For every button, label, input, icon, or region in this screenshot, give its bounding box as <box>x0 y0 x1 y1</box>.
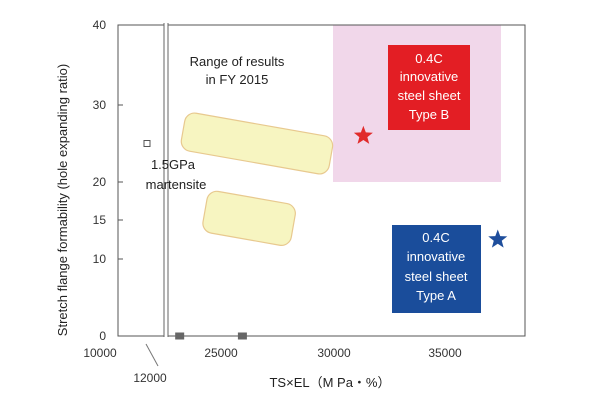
martensite-label-line-1: 1.5GPa <box>151 157 196 172</box>
y-tick-label: 10 <box>93 252 107 266</box>
type-b-label-line-1: 0.4C <box>415 51 442 66</box>
type-a-label-line-3: steel sheet <box>405 269 468 284</box>
type-a-label-line-1: 0.4C <box>422 230 449 245</box>
x-axis-title: TS×EL（M Pa・%） <box>269 375 390 390</box>
range-label-line-1: Range of results <box>190 54 285 69</box>
x-tick-label: 12000 <box>133 371 167 385</box>
y-tick-label: 30 <box>93 98 107 112</box>
data-point-1-5gpa-martensite <box>143 140 151 147</box>
y-tick-label: 20 <box>93 175 107 189</box>
x-tick-label: 30000 <box>317 346 351 360</box>
data-point-0-4c-innovative-steel-sheet-type-a <box>488 229 508 248</box>
x-tick-label: 25000 <box>204 346 238 360</box>
y-axis-title: Stretch flange formability (hole expandi… <box>55 64 70 336</box>
type-b-label-line-3: steel sheet <box>398 88 461 103</box>
result-range-shape-1 <box>180 112 334 175</box>
type-a-label-box <box>392 225 481 313</box>
type-b-label-line-4: Type B <box>409 107 449 122</box>
axis-break-leader <box>145 343 159 367</box>
axis-break-marker <box>163 23 169 337</box>
y-tick-label: 15 <box>93 213 107 227</box>
type-a-label-line-4: Type A <box>416 288 456 303</box>
data-point-low-1 <box>175 332 185 340</box>
plot-frame <box>117 24 526 337</box>
type-a-label-line-2: innovative <box>407 249 466 264</box>
martensite-label-line-2: martensite <box>146 177 207 192</box>
data-point-0-4c-innovative-steel-sheet-type-b <box>353 125 373 144</box>
type-b-label-line-2: innovative <box>400 69 459 84</box>
data-point-low-2 <box>237 332 247 340</box>
x-tick-label: 10000 <box>83 346 117 360</box>
range-label-line-2: in FY 2015 <box>206 72 269 87</box>
type-b-label-box <box>388 45 470 130</box>
x-tick-label: 35000 <box>428 346 462 360</box>
result-range-shape-2 <box>202 190 296 246</box>
y-tick-label: 0 <box>99 329 106 343</box>
y-tick-label: 40 <box>93 18 107 32</box>
